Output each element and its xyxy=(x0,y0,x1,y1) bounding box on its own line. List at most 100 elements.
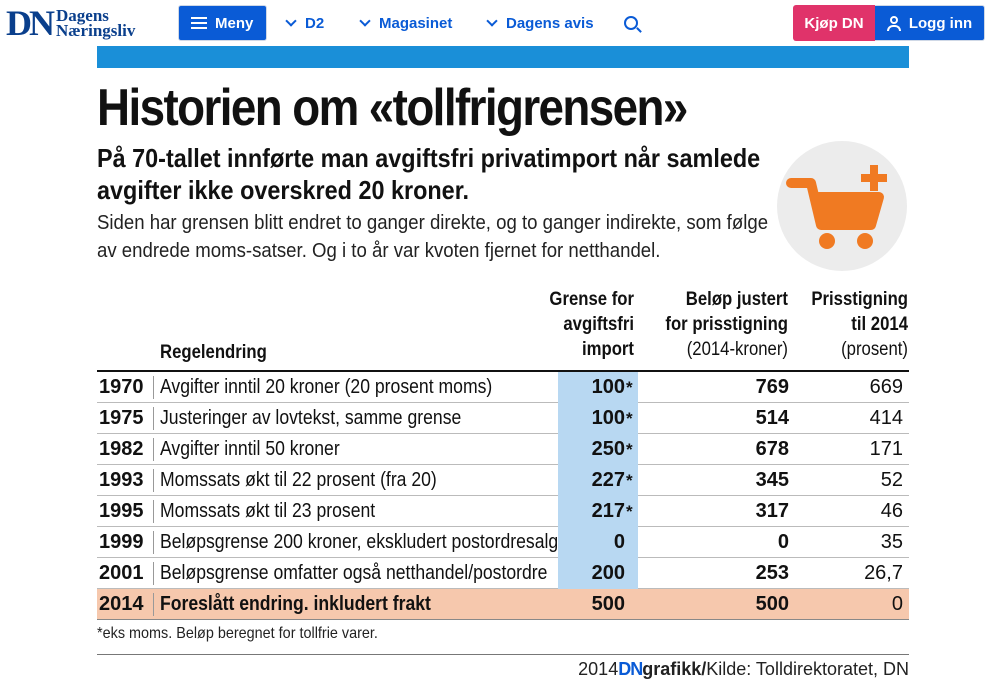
row-footnote-mark: * xyxy=(626,378,633,397)
row-year: 2014 xyxy=(99,593,144,615)
row-increase: 52 xyxy=(880,469,903,491)
row-rule: Foreslått endring. inkludert frakt xyxy=(160,593,431,615)
column-divider xyxy=(153,469,154,492)
credit-year: 2014 xyxy=(578,659,619,679)
row-limit: 217 xyxy=(591,500,625,522)
search-icon xyxy=(624,16,638,30)
row-rule: Avgifter inntil 50 kroner xyxy=(160,438,340,460)
table-row: 1999 Beløpsgrense 200 kroner, ekskludert… xyxy=(97,527,909,558)
bottom-rule xyxy=(97,654,909,655)
header-line: for prisstigning xyxy=(665,314,788,335)
column-divider xyxy=(153,407,154,430)
nav-link-label: D2 xyxy=(305,14,325,32)
column-divider xyxy=(153,376,154,399)
chevron-down-icon xyxy=(285,14,297,27)
cart-plus-icon xyxy=(786,165,887,249)
table-row-proposed: 2014 Foreslått endring. inkludert frakt … xyxy=(97,589,909,620)
limit-column-bg xyxy=(558,465,638,496)
row-increase: 171 xyxy=(869,438,903,460)
graphic-credit: 2014DNgrafikk/Kilde: Tolldirektoratet, D… xyxy=(578,659,909,680)
header-line: avgiftsfri xyxy=(563,314,634,335)
limit-column-bg xyxy=(558,434,638,465)
row-increase: 414 xyxy=(869,407,903,429)
row-year: 2001 xyxy=(99,562,144,584)
header-line: Grense for xyxy=(549,289,634,310)
row-adjusted: 769 xyxy=(755,376,789,398)
row-limit: 200 xyxy=(591,562,625,584)
column-divider xyxy=(153,500,154,523)
chevron-down-icon xyxy=(486,14,498,27)
nav-link-dagens-avis[interactable]: Dagens avis xyxy=(486,5,594,41)
row-limit: 227 xyxy=(591,469,625,491)
search-button[interactable] xyxy=(624,5,644,41)
table-row: 1975 Justeringer av lovtekst, samme gren… xyxy=(97,403,909,434)
column-divider xyxy=(153,562,154,585)
row-adjusted: 514 xyxy=(755,407,789,429)
column-divider xyxy=(153,438,154,461)
table-footnote: *eks moms. Beløp beregnet for tollfrie v… xyxy=(97,625,378,642)
dn-logo[interactable]: DN Dagens Næringsliv xyxy=(6,4,135,42)
row-adjusted: 345 xyxy=(755,469,789,491)
column-divider xyxy=(153,593,154,616)
row-increase: 669 xyxy=(869,376,903,398)
row-increase: 0 xyxy=(891,593,903,615)
header-line: (2014-kroner) xyxy=(686,339,788,360)
row-rule: Avgifter inntil 20 kroner (20 prosent mo… xyxy=(160,376,493,398)
row-footnote-mark: * xyxy=(626,502,633,521)
row-limit: 250 xyxy=(591,438,625,460)
row-increase: 35 xyxy=(880,531,903,553)
table-row: 1993 Momssats økt til 22 prosent (fra 20… xyxy=(97,465,909,496)
row-rule: Beløpsgrense 200 kroner, ekskludert post… xyxy=(160,531,559,553)
graphic-top-strip xyxy=(97,46,909,68)
logo-line-1: Dagens xyxy=(56,6,109,25)
row-increase: 46 xyxy=(880,500,903,522)
logo-wordmark: Dagens Næringsliv xyxy=(56,6,135,39)
limit-column-bg xyxy=(558,527,638,558)
row-increase: 26,7 xyxy=(864,562,903,584)
row-year: 1975 xyxy=(99,407,144,429)
limit-column-bg xyxy=(558,372,638,403)
row-year: 1982 xyxy=(99,438,144,460)
row-year: 1970 xyxy=(99,376,144,398)
menu-label: Meny xyxy=(215,14,254,32)
row-footnote-mark: * xyxy=(626,409,633,428)
header-line: Beløp justert xyxy=(685,289,788,310)
login-label: Logg inn xyxy=(908,14,973,32)
row-limit: 100 xyxy=(591,376,625,398)
nav-link-magasinet[interactable]: Magasinet xyxy=(359,5,453,41)
nav-link-label: Magasinet xyxy=(379,14,453,32)
menu-button[interactable]: Meny xyxy=(178,5,267,41)
cart-badge xyxy=(777,141,907,271)
table-top-rule xyxy=(97,370,909,372)
top-navigation: DN Dagens Næringsliv Meny D2 Magasinet D… xyxy=(0,0,1000,46)
row-limit: 100 xyxy=(591,407,625,429)
credit-dn-logo: DN xyxy=(618,659,643,679)
row-footnote-mark: * xyxy=(626,440,633,459)
row-rule: Momssats økt til 22 prosent (fra 20) xyxy=(160,469,437,491)
logo-mark: DN xyxy=(6,3,55,43)
table-row: 1970 Avgifter inntil 20 kroner (20 prose… xyxy=(97,372,909,403)
limit-column-bg xyxy=(558,403,638,434)
graphic-subtitle: På 70-tallet innførte man avgiftsfri pri… xyxy=(97,143,761,205)
row-year: 1993 xyxy=(99,469,144,491)
table-row: 2001 Beløpsgrense omfatter også netthand… xyxy=(97,558,909,589)
row-limit: 500 xyxy=(591,593,625,615)
row-rule: Momssats økt til 23 prosent xyxy=(160,500,376,522)
hamburger-icon xyxy=(191,17,207,29)
column-divider xyxy=(153,531,154,554)
buy-dn-button[interactable]: Kjøp DN xyxy=(793,5,875,41)
nav-link-d2[interactable]: D2 xyxy=(285,5,325,41)
row-adjusted: 500 xyxy=(755,593,789,615)
row-rule: Justeringer av lovtekst, samme grense xyxy=(160,407,462,429)
row-rule: Beløpsgrense omfatter også netthandel/po… xyxy=(160,562,548,584)
row-limit: 0 xyxy=(613,531,625,553)
graphic-title: Historien om «tollfrigrensen» xyxy=(97,79,688,137)
row-adjusted: 317 xyxy=(755,500,789,522)
chevron-down-icon xyxy=(359,14,371,27)
column-header-adjusted: Beløp justert for prisstigning (2014-kro… xyxy=(658,287,788,362)
header-line: import xyxy=(581,339,634,360)
login-button[interactable]: Logg inn xyxy=(875,5,985,41)
credit-grafikk: grafikk/ xyxy=(642,659,707,679)
row-footnote-mark: * xyxy=(626,471,633,490)
credit-source: Kilde: Tolldirektoratet, DN xyxy=(706,659,909,679)
